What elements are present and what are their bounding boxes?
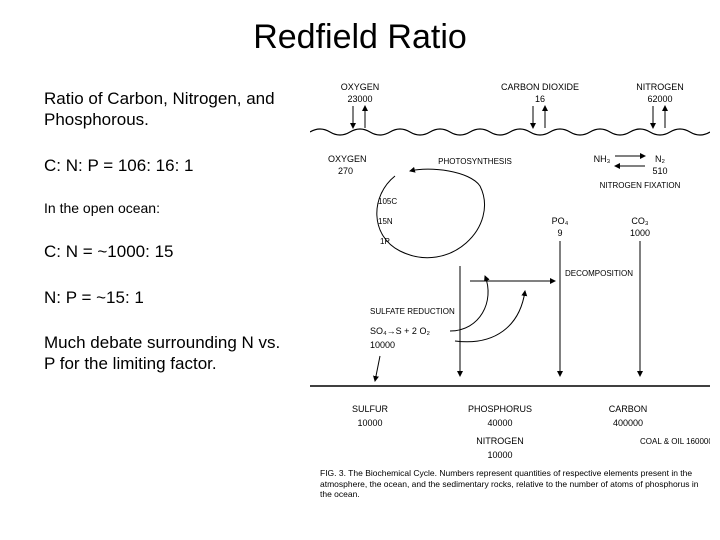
sed-sulfur-val: 10000 xyxy=(357,418,382,428)
photosynthesis-label: PHOTOSYNTHESIS xyxy=(438,157,512,166)
cycle-svg: OXYGEN 23000 CARBON DIOXIDE 16 NITROGEN … xyxy=(310,76,710,516)
photo-loop xyxy=(377,169,485,258)
atm-oxygen-val: 23000 xyxy=(347,94,372,104)
surf-oxygen-label: OXYGEN xyxy=(328,154,367,164)
sed-sulfur-label: SULFUR xyxy=(352,404,389,414)
co3-label: CO₃ xyxy=(631,216,649,226)
atm-co2-val: 16 xyxy=(535,94,545,104)
nh3-label: NH₃ xyxy=(594,154,611,164)
atm-n2-val: 62000 xyxy=(647,94,672,104)
surf-n2-val: 510 xyxy=(652,166,667,176)
arrow-s-up1 xyxy=(450,276,488,331)
figure-caption: FIG. 3. The Biochemical Cycle. Numbers r… xyxy=(320,468,698,499)
slide: Redfield Ratio Ratio of Carbon, Nitrogen… xyxy=(0,0,720,540)
nfix-label: NITROGEN FIXATION xyxy=(600,181,681,190)
open-ocean-label: In the open ocean: xyxy=(44,200,294,218)
surf-oxygen-val: 270 xyxy=(338,166,353,176)
sulfate-red-label: SULFATE REDUCTION xyxy=(370,307,455,316)
stoich-c: 105C xyxy=(378,197,397,206)
sed-nitrogen-val: 10000 xyxy=(487,450,512,460)
caption-wrap: FIG. 3. The Biochemical Cycle. Numbers r… xyxy=(320,468,700,516)
sed-carbon-label: CARBON xyxy=(609,404,648,414)
arrow-s-up2 xyxy=(455,291,525,342)
stoich-n: 15N xyxy=(378,217,393,226)
po4-val: 9 xyxy=(557,228,562,238)
sea-surface xyxy=(310,129,710,135)
co3-val: 1000 xyxy=(630,228,650,238)
ratio-cnp: C: N: P = 106: 16: 1 xyxy=(44,155,294,176)
sed-carbon-val: 400000 xyxy=(613,418,643,428)
so4-val: 10000 xyxy=(370,340,395,350)
ratio-np: N: P = ~15: 1 xyxy=(44,287,294,308)
biochemical-cycle-diagram: OXYGEN 23000 CARBON DIOXIDE 16 NITROGEN … xyxy=(310,76,710,516)
ratio-cn: C: N = ~1000: 15 xyxy=(44,241,294,262)
surf-n2-label: N₂ xyxy=(655,154,665,164)
po4-label: PO₄ xyxy=(552,216,569,226)
atm-oxygen-label: OXYGEN xyxy=(341,82,380,92)
decomp-label: DECOMPOSITION xyxy=(565,269,633,278)
sed-nitrogen-label: NITROGEN xyxy=(476,436,524,446)
sed-coal: COAL & OIL 160000 xyxy=(640,437,710,446)
debate-line: Much debate surrounding N vs. P for the … xyxy=(44,332,294,375)
arrow-sulfur-down xyxy=(375,356,380,381)
slide-title: Redfield Ratio xyxy=(0,18,720,57)
sed-phos-val: 40000 xyxy=(487,418,512,428)
atm-n2-label: NITROGEN xyxy=(636,82,684,92)
sed-phos-label: PHOSPHORUS xyxy=(468,404,532,414)
atm-co2-label: CARBON DIOXIDE xyxy=(501,82,579,92)
intro-line: Ratio of Carbon, Nitrogen, and Phosphoro… xyxy=(44,88,294,131)
so4-eq: SO₄→S + 2 O₂ xyxy=(370,326,430,336)
text-column: Ratio of Carbon, Nitrogen, and Phosphoro… xyxy=(44,88,294,398)
stoich-p: 1P xyxy=(380,237,390,246)
